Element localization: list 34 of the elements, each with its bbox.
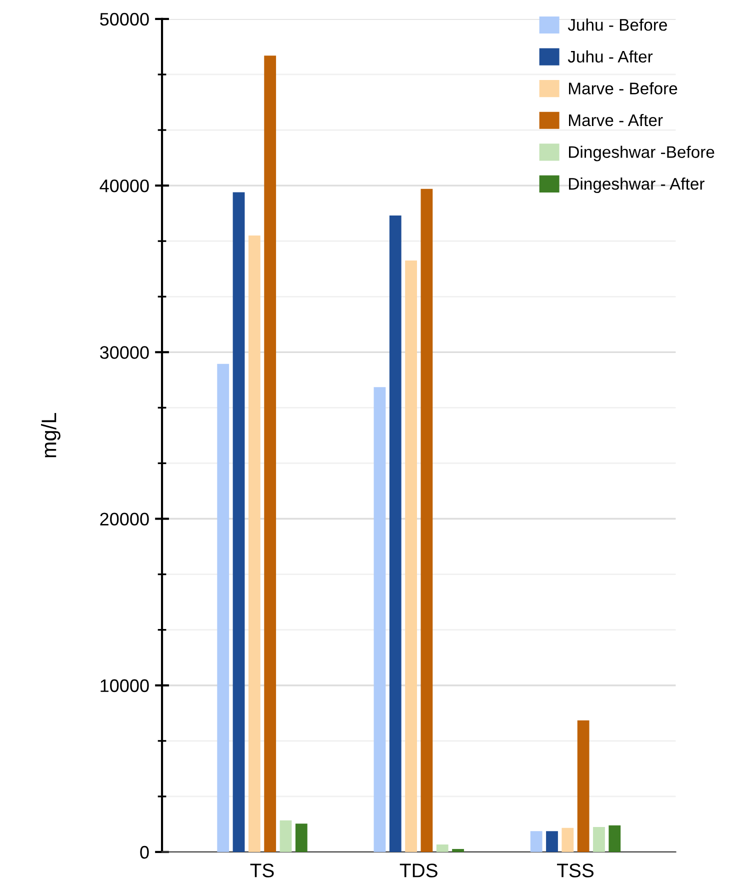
bar [389, 216, 402, 852]
bar [530, 831, 542, 852]
bar [608, 825, 621, 852]
bar [420, 188, 433, 852]
y-axis-title: mg/L [41, 413, 60, 458]
bar [264, 56, 276, 852]
y-tick-label: 10000 [100, 679, 149, 692]
legend-label: Juhu - After [568, 50, 653, 63]
bar [577, 720, 590, 852]
bar [374, 387, 386, 852]
bar [405, 260, 417, 852]
bar [452, 848, 464, 852]
bar [562, 828, 574, 852]
bar [546, 831, 558, 852]
bar [217, 364, 230, 852]
legend-label: Dingeshwar - After [569, 178, 704, 194]
x-tick-label: TS [250, 864, 274, 878]
legend-label: Marve - After [569, 114, 663, 126]
y-tick-label: 0 [140, 846, 149, 859]
y-tick-label: 40000 [100, 180, 149, 192]
bar [295, 824, 308, 852]
bar [248, 236, 260, 852]
bar [593, 826, 605, 852]
x-tick-label: TSS [557, 864, 594, 878]
y-tick-label: 50000 [100, 12, 149, 26]
y-tick-label: 30000 [100, 346, 149, 359]
y-tick-label: 20000 [100, 512, 149, 526]
legend-label: Juhu - Before [568, 18, 667, 31]
bar [280, 820, 292, 852]
bar [436, 844, 448, 852]
legend-label: Marve - Before [569, 82, 678, 94]
bar [232, 192, 245, 852]
x-tick-label: TDS [400, 864, 438, 878]
legend-label: Dingeshwar -Before [569, 146, 714, 162]
